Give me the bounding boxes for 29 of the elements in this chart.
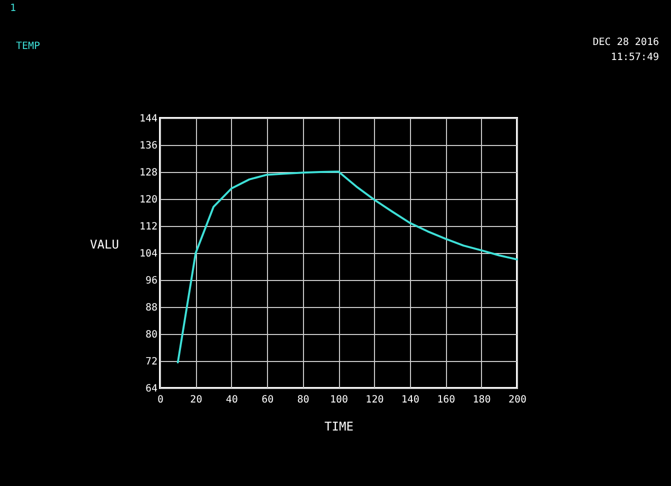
x-tick-label: 180 <box>472 394 491 406</box>
y-tick-label: 88 <box>145 302 158 314</box>
y-tick-label: 72 <box>145 356 158 368</box>
x-axis-title: TIME <box>324 420 354 434</box>
x-tick-label: 200 <box>508 394 527 406</box>
x-tick-label: 80 <box>297 394 310 406</box>
text: 1 <box>10 3 16 14</box>
y-tick-label: 144 <box>139 114 158 124</box>
x-tick-label: 160 <box>437 394 456 406</box>
text: TEMP <box>16 41 40 52</box>
x-tick-label: 100 <box>330 394 348 406</box>
y-tick-label: 120 <box>139 194 158 206</box>
y-tick-label: 64 <box>145 384 158 394</box>
text: 11:57:49 <box>610 52 659 63</box>
y-tick-label: 112 <box>139 222 158 232</box>
y-tick-label: 80 <box>145 330 158 340</box>
x-tick-label: 0 <box>157 394 164 406</box>
x-tick-label: 60 <box>262 394 274 406</box>
y-axis-title: VALU <box>90 238 119 252</box>
y-tick-label: 96 <box>145 276 158 286</box>
text: DEC 28 2016 <box>592 37 659 48</box>
line-series <box>176 170 518 364</box>
x-tick-label: 120 <box>366 394 384 406</box>
x-tick-label: 140 <box>401 394 420 406</box>
x-tick-label: 40 <box>226 394 238 406</box>
x-tick-label: 20 <box>190 394 202 406</box>
y-tick-label: 104 <box>139 248 158 260</box>
y-tick-label: 128 <box>139 168 158 178</box>
y-tick-label: 136 <box>139 140 158 152</box>
